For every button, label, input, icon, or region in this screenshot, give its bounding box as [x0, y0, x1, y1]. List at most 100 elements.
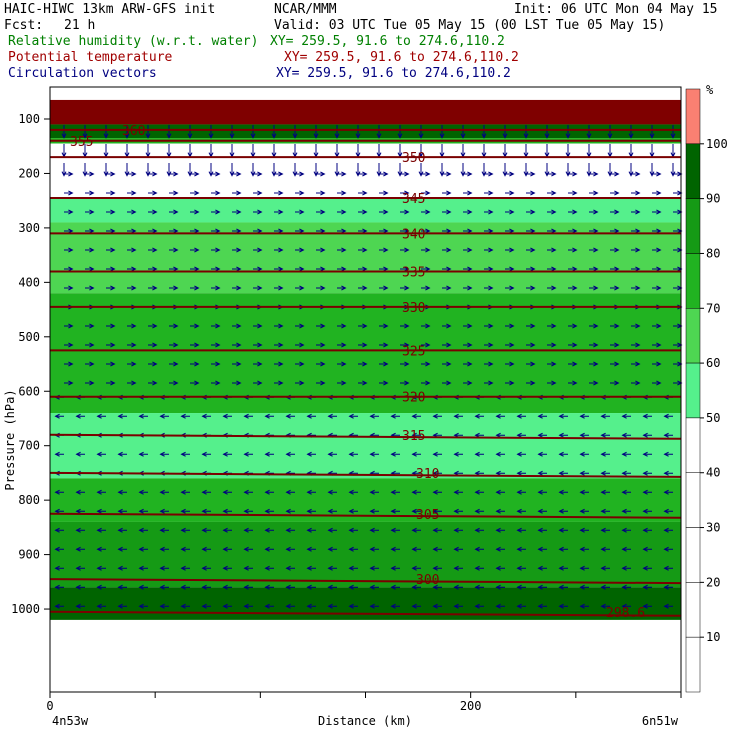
- vector-head: [572, 247, 578, 253]
- vector-head: [495, 432, 501, 438]
- y-tick-label: 800: [18, 493, 40, 507]
- vector-head: [306, 565, 312, 571]
- vector-head: [411, 603, 417, 609]
- vector-head: [425, 361, 431, 367]
- humidity-band: [50, 99, 681, 125]
- vector-head: [502, 133, 508, 139]
- vector-head: [362, 323, 368, 329]
- colorbar-tick-label: 100: [706, 137, 728, 151]
- vector-head: [467, 247, 473, 253]
- vector-head: [516, 508, 522, 514]
- vector-head: [334, 171, 340, 177]
- y-tick-label: 100: [18, 112, 40, 126]
- vector-head: [404, 209, 410, 215]
- vector-head: [264, 451, 270, 457]
- vector-head: [110, 228, 116, 234]
- vector-head: [152, 209, 158, 215]
- vector-head: [138, 603, 144, 609]
- vector-head: [243, 603, 249, 609]
- vector-head: [474, 565, 480, 571]
- vector-head: [215, 266, 221, 272]
- vector-head: [180, 413, 186, 419]
- vector-head: [509, 228, 515, 234]
- vector-head: [411, 565, 417, 571]
- vector-head: [488, 323, 494, 329]
- vector-head: [502, 171, 508, 177]
- humidity-band: [50, 413, 681, 479]
- vector-head: [180, 527, 186, 533]
- isentrope-line: [49, 610, 682, 617]
- vector-head: [481, 171, 487, 177]
- vector-head: [327, 584, 333, 590]
- vector-head: [75, 603, 81, 609]
- vector-head: [131, 171, 137, 177]
- humidity-band: [50, 143, 681, 198]
- vector-head: [425, 285, 431, 291]
- vector-head: [404, 266, 410, 272]
- vector-head: [663, 508, 669, 514]
- colorbar-segment: [685, 143, 701, 199]
- vector-head: [250, 171, 256, 177]
- isentrope-label: 298.6: [606, 606, 645, 621]
- vector-head: [131, 342, 137, 348]
- vector-head: [89, 247, 95, 253]
- vector-head: [278, 342, 284, 348]
- colorbar-tick-label: 20: [706, 575, 720, 589]
- vector-head: [593, 209, 599, 215]
- vector-head: [243, 413, 249, 419]
- vector-head: [348, 451, 354, 457]
- vector-head: [516, 489, 522, 495]
- init-time-label: Init: 06 UTC Mon 04 May 15: [514, 2, 718, 17]
- vector-head: [565, 171, 571, 177]
- vector-head: [446, 380, 452, 386]
- vector-head: [61, 133, 67, 139]
- vector-head: [551, 361, 557, 367]
- vector-head: [222, 603, 228, 609]
- vector-head: [152, 323, 158, 329]
- vector-head: [355, 171, 361, 177]
- vector-head: [488, 190, 494, 196]
- vector-head: [306, 489, 312, 495]
- vector-head: [215, 380, 221, 386]
- vector-head: [467, 190, 473, 196]
- vector-head: [194, 342, 200, 348]
- vector-head: [600, 413, 606, 419]
- vector-head: [635, 247, 641, 253]
- vector-head: [194, 190, 200, 196]
- vector-head: [68, 190, 74, 196]
- vector-head: [474, 489, 480, 495]
- vector-head: [96, 413, 102, 419]
- vector-head: [642, 432, 648, 438]
- vector-head: [642, 508, 648, 514]
- vector-head: [551, 171, 557, 177]
- vector-head: [299, 190, 305, 196]
- vector-head: [621, 565, 627, 571]
- vector-head: [117, 413, 123, 419]
- colorbar-segment: [685, 308, 701, 364]
- vector-head: [348, 546, 354, 552]
- vector-head: [159, 584, 165, 590]
- vector-head: [264, 584, 270, 590]
- vector-head: [145, 171, 151, 177]
- vector-head: [537, 584, 543, 590]
- vector-head: [201, 603, 207, 609]
- vector-head: [54, 508, 60, 514]
- vector-head: [600, 565, 606, 571]
- vector-head: [138, 565, 144, 571]
- vector-head: [362, 209, 368, 215]
- vector-head: [432, 527, 438, 533]
- vector-head: [271, 133, 277, 139]
- vector-head: [257, 171, 263, 177]
- vector-head: [446, 323, 452, 329]
- vector-head: [600, 584, 606, 590]
- colorbar-segment: [685, 198, 701, 254]
- vector-head: [663, 584, 669, 590]
- vector-head: [110, 342, 116, 348]
- y-tick-label: 300: [18, 221, 40, 235]
- vector-head: [621, 508, 627, 514]
- vector-head: [54, 603, 60, 609]
- vector-head: [257, 209, 263, 215]
- vector-head: [516, 432, 522, 438]
- vector-head: [341, 190, 347, 196]
- vector-head: [383, 247, 389, 253]
